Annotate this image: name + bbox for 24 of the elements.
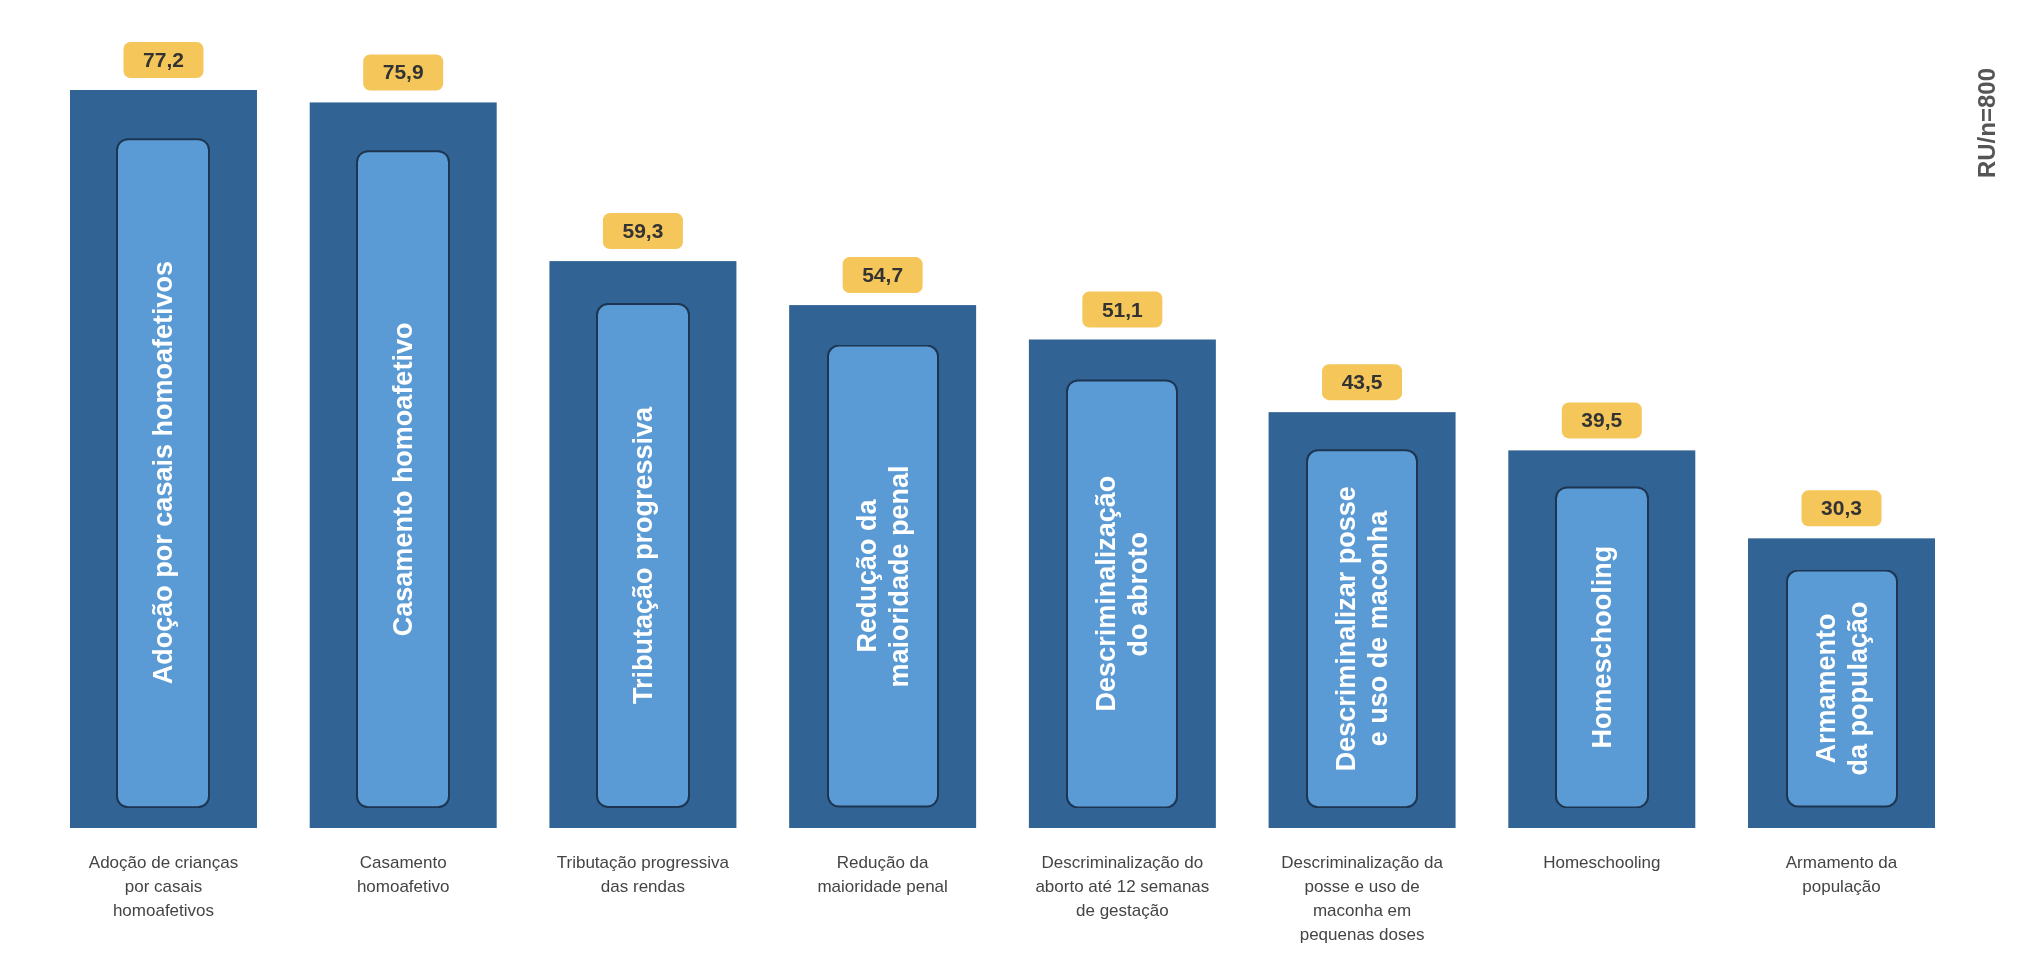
data-label: 54,7 (862, 263, 904, 287)
x-tick-label: Descriminalização do aborto até 12 semanas de gestação (1035, 853, 1210, 920)
label-card: Redução da maioridade penal (826, 345, 939, 808)
x-tick-label: Redução da maioridade penal (817, 853, 948, 896)
data-label: 51,1 (1101, 297, 1144, 321)
data-label: 39,5 (1581, 408, 1623, 432)
text: RU/n=800 (1973, 68, 2000, 179)
x-tick-label: Armamento da população (1785, 853, 1898, 896)
data-label: 75,9 (382, 60, 424, 84)
x-tick-label: Casamento homoafetivo (356, 853, 450, 896)
data-label: 43,5 (1341, 370, 1383, 394)
x-tick-label: Tributação progressiva das rendas (556, 853, 730, 896)
x-tick-label: Descriminalização da posse e uso de maconha em pequenas doses (1281, 853, 1444, 944)
text-tile: Armamento da população (1785, 570, 1898, 808)
data-label: 30,3 (1821, 496, 1862, 520)
data-label: 59,3 (622, 219, 664, 243)
text-card: Descriminalização do abroto (1066, 378, 1179, 808)
data-label: 77,2 (143, 48, 184, 71)
text-panel: Casamento homoafetivo (356, 149, 451, 808)
x-tick-label: Homeschooling (1543, 853, 1661, 872)
label-tile: Homeschooling (1554, 485, 1649, 808)
label-panel: Adoção por casais homoafetivos (116, 137, 211, 808)
x-tick-label: Adoção de crianças por casais homoafetivos (88, 853, 239, 920)
caption-panel: Tributação progressiva (595, 302, 690, 808)
